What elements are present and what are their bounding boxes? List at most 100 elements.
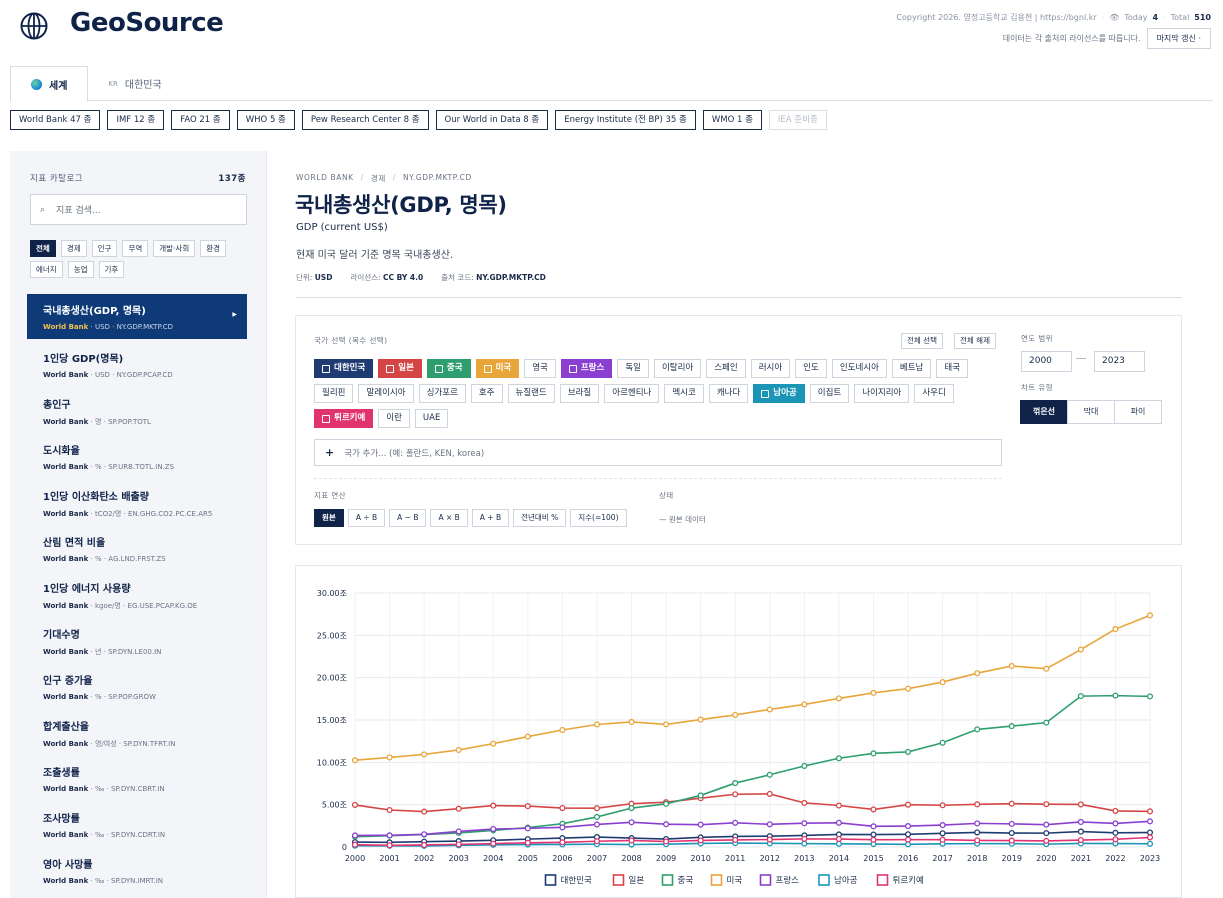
country-chip[interactable]: 일본 — [378, 359, 422, 378]
indicator-item[interactable]: 도시화율 World Bank · % · SP.URB.TOTL.IN.ZS — [27, 434, 247, 480]
filter-environment[interactable]: 환경 — [200, 240, 227, 257]
country-chip[interactable]: 사우디 — [914, 384, 954, 403]
data-point — [490, 740, 497, 747]
country-chip[interactable]: 인도네시아 — [831, 359, 887, 378]
indicator-item[interactable]: 1인당 GDP(명목) World Bank · USD · NY.GDP.PCA… — [27, 342, 247, 388]
filter-all[interactable]: 전체 — [30, 240, 56, 257]
indicator-meta: World Bank · USD · NY.GDP.MKTP.CD — [43, 323, 247, 331]
data-point — [1112, 807, 1119, 814]
country-chip[interactable]: 멕시코 — [664, 384, 704, 403]
source-energy-institute[interactable]: Energy Institute (전 BP) 35 종 — [555, 110, 696, 130]
op-subtract[interactable]: A − B — [389, 509, 427, 527]
indicator-item[interactable]: 인구 증가율 World Bank · % · SP.POP.GROW — [27, 664, 247, 710]
clear-all-button[interactable]: 전체 해제 — [954, 333, 996, 349]
source-wmo[interactable]: WMO 1 종 — [702, 110, 762, 130]
breadcrumb-category[interactable]: 경제 — [370, 174, 386, 183]
country-chip[interactable]: 필리핀 — [314, 384, 354, 403]
year-from-input[interactable]: 2000 — [1021, 351, 1072, 372]
indicator-item[interactable]: 영아 사망률 World Bank · ‰ · SP.DYN.IMRT.IN — [27, 848, 247, 894]
op-multiply[interactable]: A × B — [430, 509, 468, 527]
country-label: 남아공 — [773, 388, 797, 398]
source-world-bank[interactable]: World Bank 47 종 — [10, 110, 101, 130]
tab-world[interactable]: 세계 — [10, 66, 89, 102]
filter-development[interactable]: 개발·사회 — [153, 240, 196, 257]
source-who[interactable]: WHO 5 종 — [236, 110, 295, 130]
country-chip[interactable]: 영국 — [524, 359, 556, 378]
app-logo[interactable]: GeoSource — [70, 8, 224, 38]
country-chip[interactable]: 말레이시아 — [358, 384, 414, 403]
data-point — [593, 805, 601, 812]
country-chip[interactable]: 아르헨티나 — [604, 384, 660, 403]
op-add[interactable]: A + B — [471, 509, 510, 527]
add-country-input[interactable]: + 국가 추가... (예: 폴란드, KEN, korea) — [314, 439, 1002, 466]
filter-trade[interactable]: 무역 — [122, 240, 149, 257]
country-chip[interactable]: 브라질 — [559, 384, 600, 403]
year-to-input[interactable]: 2023 — [1094, 351, 1145, 372]
source-imf[interactable]: IMF 12 종 — [107, 110, 165, 130]
source-owid[interactable]: Our World in Data 8 종 — [435, 110, 549, 130]
indicator-item[interactable]: 1인당 이산화탄소 배출량 World Bank · tCO2/명 · EN.GH… — [27, 480, 247, 526]
indicator-item[interactable]: 기대수명 World Bank · 년 · SP.DYN.LE00.IN — [27, 618, 247, 664]
country-chip[interactable]: 튀르키예 — [314, 409, 374, 428]
indicator-search-input[interactable]: ⌕ 지표 검색... — [30, 194, 247, 225]
data-point — [732, 836, 739, 843]
indicator-item[interactable]: 1인당 에너지 사용량 World Bank · kgoe/명 · EG.USE.… — [27, 572, 247, 618]
data-point — [904, 685, 912, 692]
country-chip[interactable]: 태국 — [936, 359, 969, 378]
filter-economy[interactable]: 경제 — [60, 240, 87, 257]
country-chip[interactable]: 프랑스 — [560, 359, 613, 378]
country-chip[interactable]: 이탈리아 — [653, 359, 702, 378]
country-chip[interactable]: 이집트 — [809, 384, 850, 403]
country-chip[interactable]: 중국 — [426, 359, 471, 378]
filter-population[interactable]: 인구 — [91, 240, 118, 257]
tab-korea[interactable]: KR 대한민국 — [88, 66, 181, 101]
country-chip[interactable]: 남아공 — [753, 384, 805, 403]
indicator-item[interactable]: 조출생률 World Bank · ‰ · SP.DYN.CBRT.IN — [27, 756, 247, 802]
data-point — [939, 739, 946, 746]
country-chip[interactable]: 캐나다 — [708, 384, 749, 403]
add-country-placeholder: 국가 추가... (예: 폴란드, KEN, korea) — [344, 448, 485, 459]
chart-type-bar[interactable]: 막대 — [1067, 400, 1115, 424]
country-chip[interactable]: 독일 — [617, 359, 649, 378]
indicator-item[interactable]: 합계출산율 World Bank · 명/여성 · SP.DYN.TFRT.IN — [27, 710, 247, 756]
chart-type-pie[interactable]: 파이 — [1114, 400, 1162, 424]
country-chip[interactable]: 싱가포르 — [418, 384, 466, 403]
country-chip[interactable]: 뉴질랜드 — [507, 384, 555, 403]
last-update-button[interactable]: 마지막 갱신 · — [1146, 28, 1211, 49]
chart-type-line[interactable]: 꺾은선 — [1020, 400, 1068, 424]
data-point — [1077, 828, 1084, 835]
country-chip[interactable]: UAE — [414, 409, 449, 428]
indicator-item[interactable]: 산림 면적 비율 World Bank · % · AG.LND.FRST.ZS — [27, 526, 247, 572]
filter-energy[interactable]: 에너지 — [30, 261, 63, 278]
indicator-name: 합계출산율 — [43, 722, 89, 733]
indicator-meta: World Bank · 년 · SP.DYN.LE00.IN — [43, 647, 247, 657]
country-chip[interactable]: 이란 — [378, 409, 410, 428]
country-chip[interactable]: 대한민국 — [314, 359, 374, 378]
indicator-code: · tCO2/명 · EN.GHG.CO2.PC.CE.AR5 — [88, 510, 213, 518]
breadcrumb-source[interactable]: WORLD BANK — [296, 173, 354, 182]
country-chip[interactable]: 나이지리아 — [854, 384, 910, 403]
indicator-item[interactable]: 국내총생산(GDP, 명목) World Bank · USD · NY.GDP.… — [27, 294, 247, 339]
country-chip[interactable]: 스페인 — [706, 359, 746, 378]
data-point — [939, 822, 946, 829]
country-chip[interactable]: 베트남 — [891, 359, 932, 378]
select-all-button[interactable]: 전체 선택 — [901, 333, 943, 349]
indicator-item[interactable]: 조사망률 World Bank · ‰ · SP.DYN.CDRT.IN — [27, 802, 247, 848]
country-chip[interactable]: 미국 — [475, 359, 520, 378]
filter-agriculture[interactable]: 농업 — [67, 261, 94, 278]
country-chip[interactable]: 인도 — [795, 359, 827, 378]
data-point — [1008, 829, 1015, 837]
source-fao[interactable]: FAO 21 종 — [171, 110, 230, 130]
data-point — [697, 792, 704, 799]
op-yoy[interactable]: 전년대비 % — [513, 509, 567, 527]
op-divide[interactable]: A ÷ B — [347, 509, 386, 527]
filter-climate[interactable]: 기후 — [98, 261, 125, 278]
op-original[interactable]: 원본 — [314, 509, 344, 527]
op-index[interactable]: 지수(=100) — [570, 509, 627, 527]
country-chip[interactable]: 호주 — [470, 384, 503, 403]
country-chip[interactable]: 러시아 — [750, 359, 791, 378]
source-pew[interactable]: Pew Research Center 8 종 — [301, 110, 429, 130]
app-header: GeoSource Copyright 2026. 영정고등학교 김용현 | h… — [0, 0, 1223, 60]
indicator-item[interactable]: 총인구 World Bank · 명 · SP.POP.TOTL — [27, 388, 247, 434]
data-point — [593, 821, 601, 828]
